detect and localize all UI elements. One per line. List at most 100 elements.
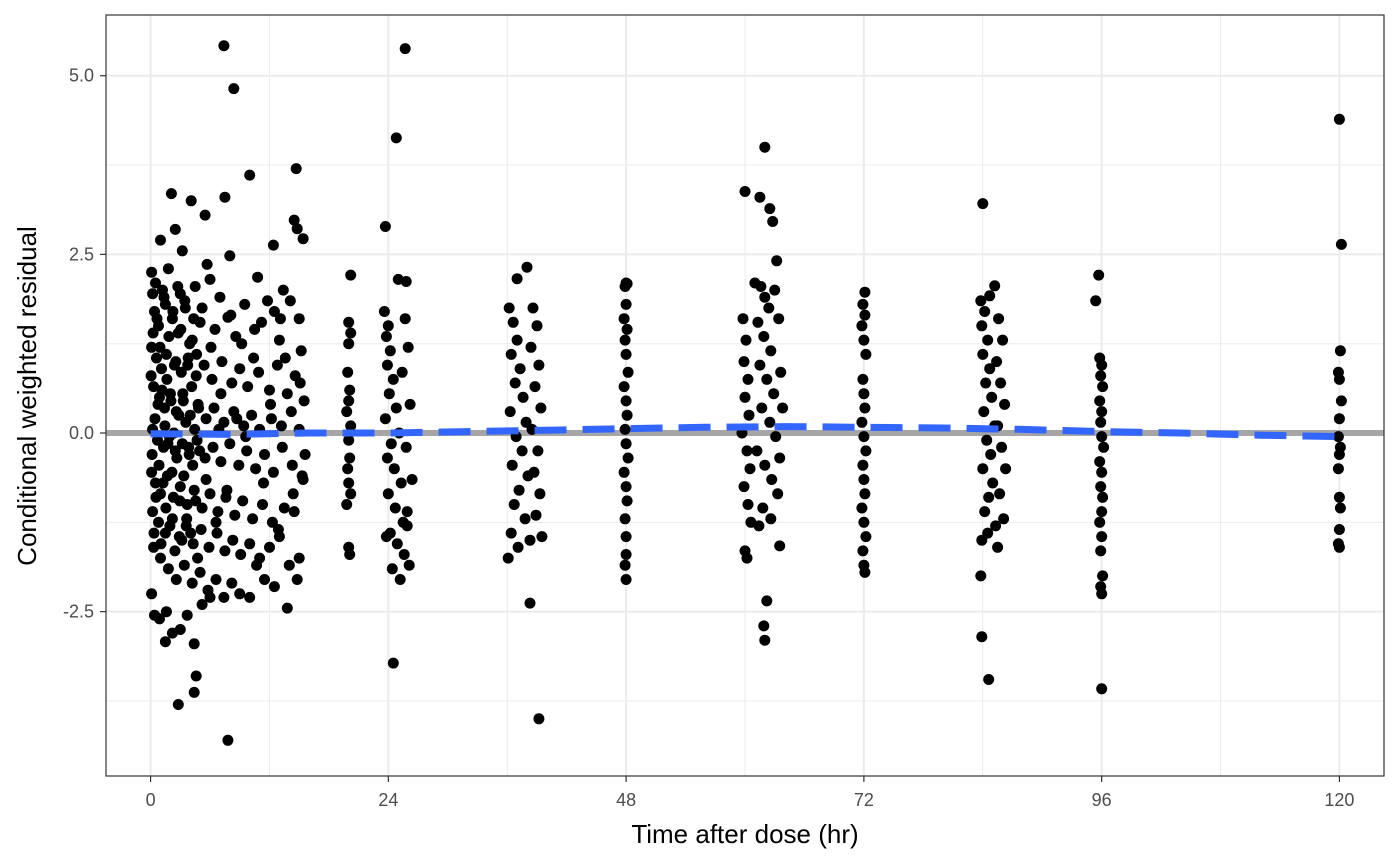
data-point: [278, 502, 290, 514]
data-point: [1333, 449, 1345, 460]
data-point: [221, 484, 233, 496]
x-tick-label: 0: [146, 790, 156, 810]
data-point: [976, 631, 988, 643]
data-point: [196, 302, 208, 314]
data-point: [738, 481, 750, 493]
data-point: [224, 438, 236, 450]
data-point: [391, 538, 403, 550]
data-point: [343, 316, 355, 328]
data-point: [277, 284, 289, 296]
data-point: [160, 348, 172, 360]
data-point: [1096, 531, 1108, 543]
data-point: [997, 334, 1009, 346]
data-point: [991, 356, 1003, 368]
data-point: [774, 540, 786, 552]
data-point: [621, 323, 633, 335]
data-point: [225, 309, 237, 321]
data-point: [208, 402, 220, 414]
data-point: [980, 377, 992, 389]
data-point: [276, 441, 288, 453]
data-point: [756, 402, 768, 414]
data-point: [620, 531, 632, 543]
data-point: [1097, 570, 1109, 582]
data-point: [509, 377, 521, 389]
data-point: [218, 40, 230, 52]
data-point: [238, 420, 250, 432]
data-point: [222, 734, 234, 746]
data-point: [504, 406, 516, 418]
data-point: [857, 459, 869, 471]
data-point: [268, 306, 280, 317]
data-point: [341, 499, 353, 510]
data-point: [1097, 491, 1109, 503]
data-point: [381, 452, 393, 464]
data-point: [345, 269, 357, 281]
data-point: [385, 438, 397, 450]
data-point: [398, 549, 410, 560]
data-point: [174, 624, 186, 635]
data-point: [1095, 545, 1107, 557]
x-tick-label: 48: [616, 790, 636, 810]
data-point: [1096, 466, 1108, 478]
data-point: [175, 366, 187, 378]
data-point: [1095, 481, 1107, 493]
data-point: [159, 636, 171, 648]
data-point: [214, 291, 226, 303]
data-point: [148, 381, 160, 393]
data-point: [191, 348, 203, 360]
data-point: [290, 163, 302, 175]
data-point: [856, 320, 868, 332]
data-point: [977, 463, 989, 475]
data-point: [380, 531, 392, 543]
data-point: [770, 431, 782, 443]
data-point: [536, 531, 548, 543]
data-point: [1093, 269, 1105, 281]
data-point: [247, 513, 259, 525]
data-point: [769, 284, 781, 296]
data-point: [383, 388, 395, 400]
data-point: [284, 295, 296, 307]
data-point: [268, 581, 280, 593]
data-point: [994, 488, 1006, 500]
data-point: [267, 466, 279, 478]
data-point: [297, 474, 309, 485]
data-point: [188, 313, 200, 325]
data-point: [145, 370, 157, 382]
data-point: [516, 445, 528, 457]
x-tick-label: 96: [1092, 790, 1112, 810]
data-point: [218, 591, 230, 603]
data-point: [1333, 413, 1345, 425]
data-point: [271, 359, 283, 371]
data-point: [619, 334, 631, 346]
data-point: [146, 466, 158, 478]
data-point: [166, 466, 178, 478]
data-point: [152, 398, 164, 410]
data-point: [619, 423, 631, 435]
data-point: [1334, 345, 1346, 357]
data-point: [759, 141, 771, 153]
data-point: [754, 191, 766, 203]
data-point: [234, 588, 246, 600]
data-point: [400, 276, 412, 287]
data-point: [514, 363, 526, 375]
data-point: [765, 345, 777, 357]
data-point: [759, 459, 771, 471]
data-point: [859, 286, 871, 298]
data-point: [228, 83, 240, 95]
data-point: [977, 348, 989, 360]
data-point: [224, 250, 236, 262]
data-point: [619, 281, 631, 292]
data-point: [341, 406, 353, 418]
data-point: [176, 245, 188, 257]
data-point: [858, 388, 870, 400]
data-point: [857, 298, 869, 310]
data-point: [212, 506, 224, 518]
data-point: [219, 545, 231, 557]
data-point: [532, 445, 544, 457]
data-point: [163, 331, 175, 342]
y-tick-label: 2.5: [69, 244, 94, 264]
data-point: [216, 356, 228, 368]
data-point: [188, 638, 200, 650]
data-point: [1096, 431, 1108, 443]
data-point: [757, 502, 769, 514]
